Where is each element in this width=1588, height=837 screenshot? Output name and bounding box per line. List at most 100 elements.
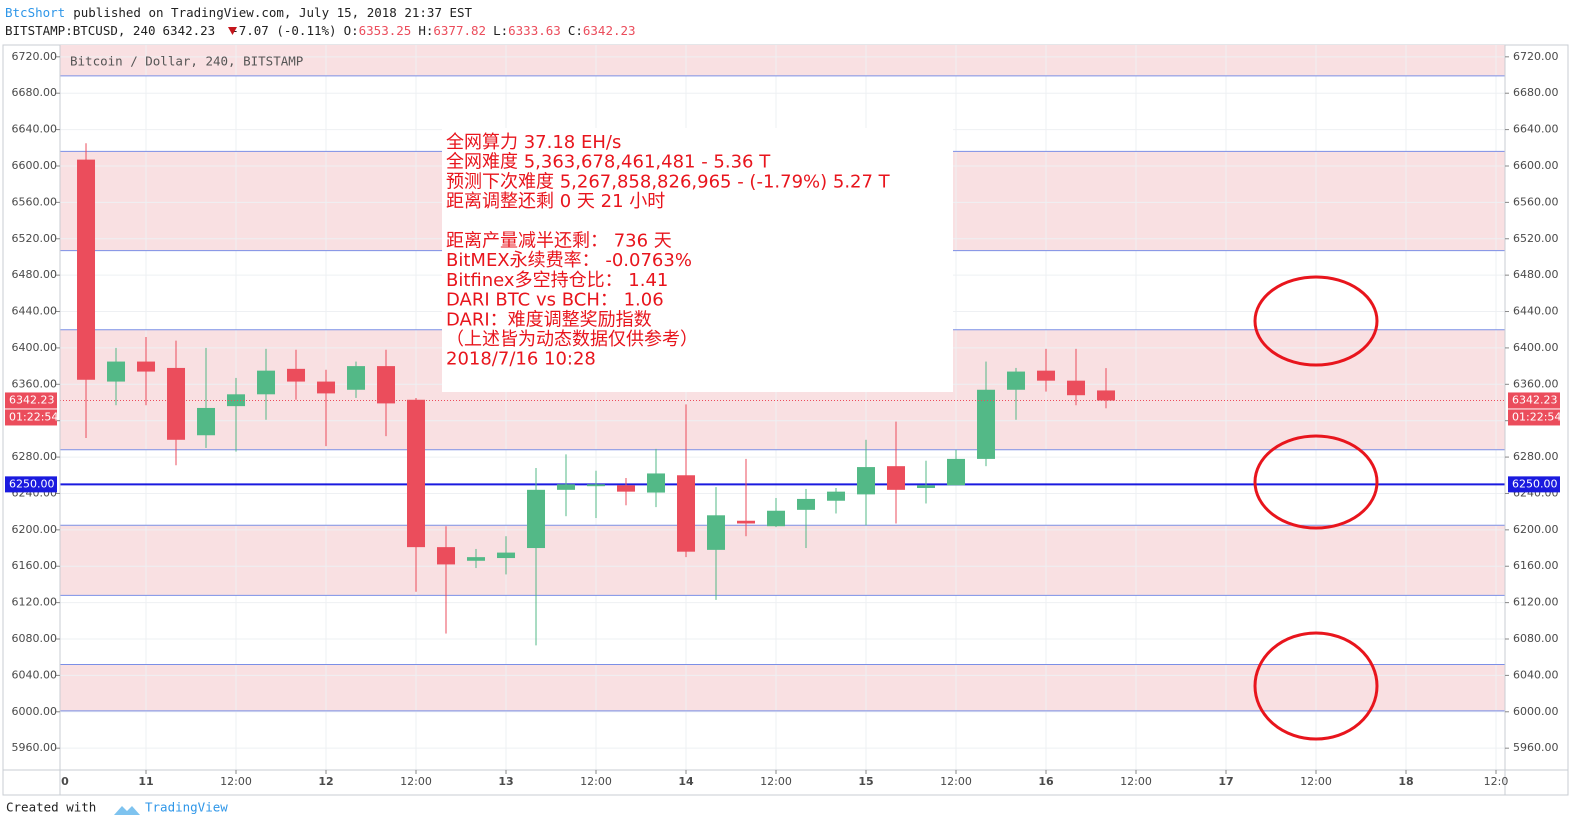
y-tick-label: 6200.00 [1513,523,1559,536]
hline-label: 6250.00 [9,477,55,490]
y-tick-label: 6000.00 [12,705,58,718]
countdown-label: 01:22:54 [1512,410,1561,423]
candle-body [1007,371,1026,390]
candle-body [1067,380,1086,396]
y-tick-label: 6200.00 [12,523,58,536]
y-tick-label: 6720.00 [1513,50,1559,63]
hline-label-box [1508,476,1560,493]
ohlc-label: C: [568,23,583,38]
x-tick-label: 12:00 [580,775,612,788]
candle-body [137,361,156,372]
x-tick-label: 12 [318,775,333,788]
ohlc-label: O: [344,23,359,38]
ohlc-value: 6377.82 [433,23,486,38]
y-tick-label: 6120.00 [1513,596,1559,609]
candle-body [377,366,396,404]
x-tick-label: 12:00 [400,775,432,788]
ohlc-value: 6353.25 [359,23,412,38]
highlight-circle [1253,434,1379,530]
brand-logo [114,806,140,815]
x-tick-label: 12:0 [1484,775,1509,788]
last-price: 6342.23 [163,23,216,38]
y-tick-label: 6160.00 [1513,559,1559,572]
x-tick-label: 14 [678,775,694,788]
candle-body [677,475,696,552]
candle-body [647,473,666,493]
y-tick-label: 6520.00 [12,232,58,245]
chart-title: Bitcoin / Dollar, 240, BITSTAMP [70,54,303,69]
down-arrow [228,27,237,35]
published: published on TradingView.com, July 15, 2… [73,5,472,20]
annotation-line: 预测下次难度 5,267,858,826,965 - (-1.79%) 5.27… [446,171,891,192]
annotation-line: 距离调整还剩 0 天 21 小时 [446,191,665,212]
annotation-line: DARI：难度调整奖励指数 [446,309,652,330]
candle-body [107,361,126,382]
y-tick-label: 6480.00 [12,268,58,281]
zone [60,525,1505,596]
countdown-box [5,409,57,426]
y-tick-label: 6120.00 [12,596,58,609]
y-tick-label: 6480.00 [1513,268,1559,281]
countdown-box [1508,409,1560,426]
y-tick-label: 6000.00 [1513,705,1559,718]
y-tick-label: 6440.00 [1513,305,1559,318]
x-tick-label: 11 [138,775,153,788]
price-label: 6342.23 [9,393,55,406]
candle-body [617,485,636,492]
highlight-circle [1253,631,1379,741]
y-tick-label: 6040.00 [1513,668,1559,681]
candle-body [707,515,726,550]
candle-body [857,467,876,495]
y-tick-label: 6680.00 [1513,86,1559,99]
candle-body [497,552,516,559]
candle-body [527,489,546,549]
candle-body [1037,370,1056,381]
ohlc-label: L: [493,23,508,38]
y-tick-label: 6280.00 [1513,450,1559,463]
y-tick-label: 6360.00 [12,377,58,390]
author[interactable]: BtcShort [5,5,65,20]
hline-label: 6250.00 [1512,477,1558,490]
x-tick-label: 12:00 [1300,775,1332,788]
annotation-line: （上述皆为动态数据仅供参考） [446,329,698,350]
y-tick-label: 6280.00 [12,450,58,463]
y-tick-label: 6040.00 [12,668,58,681]
plot [60,45,1505,770]
candle-body [767,510,786,527]
candle-body [227,394,246,407]
x-tick-label: 13 [498,775,513,788]
x-tick-label: 15 [858,775,873,788]
candle-body [827,491,846,501]
annotation-line: 距离产量减半还剩： 736 天 [446,231,672,252]
candle-body [317,381,336,394]
header-line: BITSTAMP:BTCUSD, 240 6342.23 -7.07 (-0.11%… [5,23,636,38]
annotation-line: 全网算力 37.18 EH/s [446,132,621,153]
candle-body [797,498,816,510]
candle-body [587,484,606,487]
candle-body [557,484,576,490]
candle-body [257,370,276,395]
x-tick-label: 16 [1038,775,1054,788]
y-tick-label: 6400.00 [1513,341,1559,354]
y-tick-label: 6160.00 [12,559,58,572]
y-tick-label: 6400.00 [12,341,58,354]
footer-brand[interactable]: TradingView [145,800,228,815]
candle-body [467,557,486,561]
y-tick-label: 6080.00 [1513,632,1559,645]
y-tick-label: 6640.00 [1513,123,1559,136]
y-tick-label: 6360.00 [1513,377,1559,390]
x-tick-label: 0 [61,775,69,788]
candle-body [977,389,996,459]
highlight-circle [1253,275,1379,367]
annotation-line: BitMEX永续费率： -0.0763% [446,250,692,271]
zone [60,45,1505,76]
annotation-line: 全网难度 5,363,678,461,481 - 5.36 T [446,152,771,173]
ohlc-value: 6342.23 [583,23,636,38]
y-tick-label: 6640.00 [12,123,58,136]
y-tick-label: 6720.00 [12,50,58,63]
candle-body [407,399,426,548]
symbol: BITSTAMP:BTCUSD, 240 [5,23,156,38]
x-tick-label: 12:00 [220,775,252,788]
